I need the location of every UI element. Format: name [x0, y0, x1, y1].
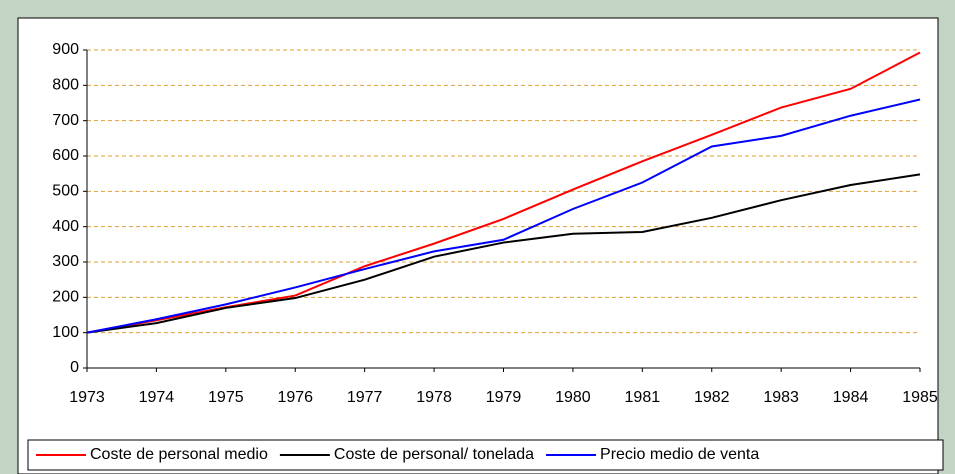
series-line — [86, 98, 921, 334]
x-tick-label: 1977 — [347, 389, 383, 406]
y-tick-label: 600 — [52, 147, 79, 164]
chart-area — [17, 17, 939, 474]
y-tick-label: 100 — [52, 324, 79, 341]
legend-label: Coste de personal/ tonelada — [334, 446, 534, 463]
x-tick-label: 1976 — [277, 389, 313, 406]
x-tick-label: 1974 — [139, 389, 175, 406]
legend-box — [27, 439, 944, 471]
series-line — [86, 173, 921, 334]
x-tick-label: 1985 — [902, 389, 938, 406]
x-tick-label: 1978 — [416, 389, 452, 406]
legend-label: Precio medio de venta — [600, 446, 759, 463]
legend-label: Coste de personal medio — [90, 446, 268, 463]
y-tick-label: 0 — [70, 359, 79, 376]
y-tick-label: 900 — [52, 41, 79, 58]
x-tick-label: 1973 — [69, 389, 105, 406]
y-tick-label: 300 — [52, 253, 79, 270]
y-tick-label: 500 — [52, 183, 79, 200]
x-tick-label: 1980 — [555, 389, 591, 406]
y-tick-label: 800 — [52, 77, 79, 94]
x-tick-label: 1975 — [208, 389, 244, 406]
x-tick-label: 1983 — [763, 389, 799, 406]
x-tick-label: 1982 — [694, 389, 730, 406]
y-tick-label: 700 — [52, 112, 79, 129]
x-tick-label: 1981 — [625, 389, 661, 406]
x-tick-label: 1979 — [486, 389, 522, 406]
x-tick-label: 1984 — [833, 389, 869, 406]
y-tick-label: 400 — [52, 218, 79, 235]
y-tick-label: 200 — [52, 289, 79, 306]
